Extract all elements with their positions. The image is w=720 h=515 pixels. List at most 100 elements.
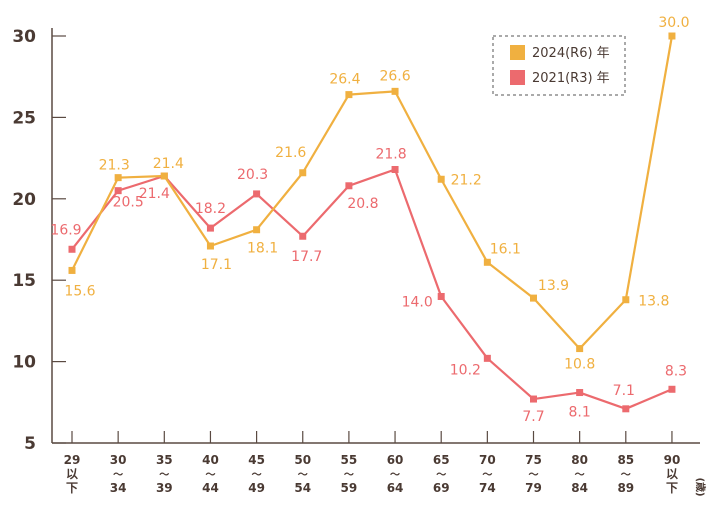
x-tick-label-line: 55 (341, 453, 358, 467)
data-label: 21.4 (139, 186, 170, 202)
data-label: 21.2 (451, 172, 482, 188)
data-point-marker (206, 224, 214, 232)
y-tick-label: 10 (12, 353, 36, 373)
x-tick-label: 85 〜 89 (617, 453, 634, 495)
x-tick-label-line: 70 (479, 453, 496, 467)
data-point-marker (114, 187, 122, 195)
x-tick-label-line: 〜 (482, 470, 492, 481)
data-point-marker (114, 174, 122, 182)
x-tick-label-line: 29 (64, 453, 81, 467)
data-label: 18.2 (195, 201, 226, 217)
series-line (71, 168, 673, 410)
data-point-marker (345, 182, 353, 190)
x-tick-label: 30 〜 34 (110, 453, 127, 495)
x-tick-label-line: 〜 (575, 470, 585, 481)
data-point-marker (576, 389, 584, 397)
data-point-marker (483, 258, 491, 266)
data-point-marker (668, 32, 676, 40)
x-tick-label-line: 89 (617, 481, 634, 495)
data-point-marker (437, 175, 445, 183)
x-tick-label-line: 69 (433, 481, 450, 495)
data-point-marker (253, 226, 261, 234)
y-tick-label: 30 (12, 27, 36, 47)
data-label: 8.3 (665, 363, 687, 379)
legend-box (492, 35, 626, 96)
data-point-marker (437, 292, 445, 300)
data-label: 21.8 (375, 146, 406, 162)
data-label: 10.2 (450, 362, 481, 378)
x-tick-label-line: 40 (202, 453, 219, 467)
data-label: 7.1 (613, 383, 635, 399)
x-tick-label-line: 64 (387, 481, 404, 495)
legend-swatch (510, 45, 525, 60)
y-tick-label: 15 (12, 271, 36, 291)
x-tick-label: 35 〜 39 (156, 453, 173, 495)
x-tick-label-line: 49 (248, 481, 265, 495)
y-tick-label: 20 (12, 190, 36, 210)
data-point-marker (253, 190, 261, 198)
x-tick-label-line: 〜 (205, 470, 215, 481)
x-tick-label: 55 〜 59 (341, 453, 358, 495)
x-tick-label-line: 60 (387, 453, 404, 467)
data-point-marker (68, 245, 76, 253)
data-point-marker (576, 345, 584, 353)
data-label: 13.9 (538, 278, 569, 294)
x-unit-label: (歳) (694, 477, 707, 496)
data-point-marker (160, 172, 168, 180)
y-tick-label: 5 (24, 434, 36, 454)
x-tick-label-line: 90 (664, 453, 681, 467)
x-tick-label-line: 54 (294, 481, 311, 495)
x-tick-label: 50 〜 54 (294, 453, 311, 495)
x-tick-label: 29 以下 (64, 453, 81, 495)
data-point-marker (622, 296, 630, 304)
data-label: 16.9 (50, 222, 81, 238)
data-label: 20.3 (237, 167, 268, 183)
data-label: 17.7 (291, 249, 322, 265)
data-point-marker (530, 294, 537, 302)
data-label: 20.5 (113, 195, 144, 211)
data-label: 26.6 (379, 68, 410, 84)
x-tick-label-line: 下 (66, 481, 78, 495)
data-label: 13.8 (638, 294, 669, 310)
y-tick-label: 25 (12, 108, 36, 128)
data-point-marker (483, 354, 491, 362)
data-label: 17.1 (201, 257, 232, 273)
data-point-marker (668, 385, 676, 393)
x-tick-label-line: 〜 (436, 470, 446, 481)
x-tick-label: 75 〜 79 (525, 453, 542, 495)
data-label: 15.6 (64, 283, 95, 299)
data-point-marker (530, 395, 537, 403)
legend-label: 2024(R6) 年 (532, 46, 610, 61)
x-tick-label-line: 下 (666, 481, 678, 495)
x-tick-label-line: 〜 (390, 470, 400, 481)
x-tick-label-line: 75 (525, 453, 542, 467)
x-tick-label-line: 〜 (344, 470, 354, 481)
x-tick-label-line: 45 (248, 453, 265, 467)
x-tick-label-line: 74 (479, 481, 496, 495)
x-tick-label-line: 〜 (529, 470, 539, 481)
data-label: 10.8 (564, 357, 595, 373)
data-label: 30.0 (658, 15, 689, 31)
data-label: 8.1 (569, 405, 591, 421)
x-tick-label: 45 〜 49 (248, 453, 265, 495)
x-tick-label-line: 〜 (252, 470, 262, 481)
legend-swatch (510, 70, 525, 85)
x-tick-label: 80 〜 84 (571, 453, 588, 495)
x-tick-label-line: 80 (571, 453, 588, 467)
x-tick-label-line: 〜 (113, 470, 123, 481)
data-point-marker (345, 91, 353, 99)
x-tick-label-line: 59 (341, 481, 358, 495)
x-tick-label-line: 以 (666, 467, 678, 481)
data-label: 14.0 (402, 294, 433, 310)
x-tick-label-line: 79 (525, 481, 542, 495)
x-tick-label-line: 65 (433, 453, 450, 467)
data-point-marker (391, 165, 399, 173)
x-tick-label-line: 〜 (159, 470, 169, 481)
data-point-marker (391, 87, 399, 95)
x-tick-label-line: 〜 (298, 470, 308, 481)
data-label: 21.3 (99, 158, 130, 174)
series-line (71, 35, 674, 350)
x-tick-label-line: 〜 (621, 470, 631, 481)
